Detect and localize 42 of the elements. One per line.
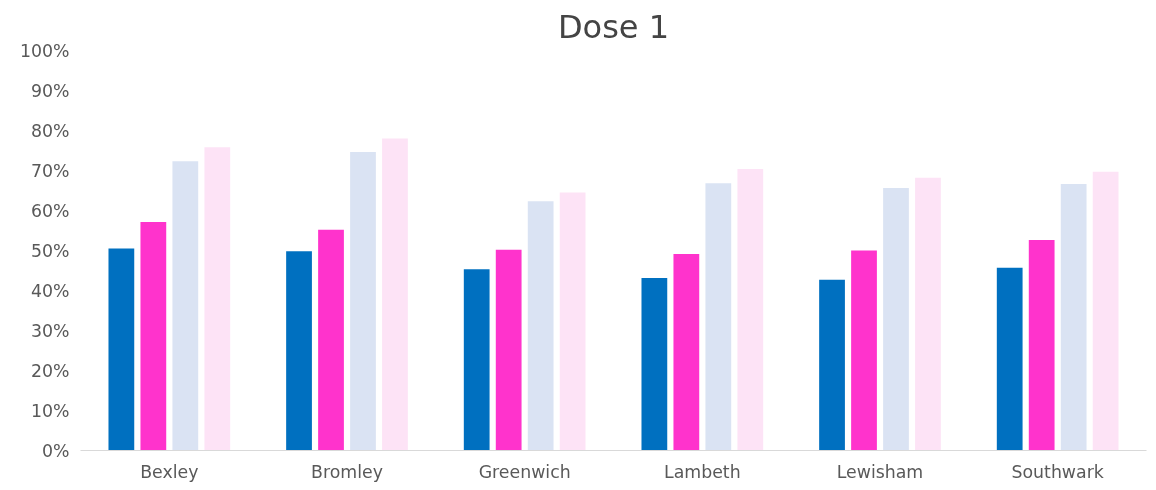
bar <box>705 183 732 451</box>
y-tick-label: 40% <box>30 280 70 301</box>
y-tick-label: 70% <box>30 160 70 181</box>
bar <box>172 161 199 451</box>
bar <box>350 152 376 451</box>
bar <box>737 168 764 451</box>
bar <box>318 229 344 451</box>
x-tick-label: Bromley <box>311 461 383 482</box>
x-tick-label: Greenwich <box>478 461 571 482</box>
x-tick-label: Lewisham <box>836 461 924 482</box>
bar <box>1092 171 1119 451</box>
bar <box>204 147 231 451</box>
bar <box>819 279 845 451</box>
y-tick-label: 100% <box>19 40 70 61</box>
bar <box>641 278 668 451</box>
chart-title: Dose 1 <box>557 7 670 46</box>
bar <box>559 192 586 451</box>
x-tick-label: Lambeth <box>664 461 741 482</box>
bar <box>108 248 135 451</box>
bar <box>495 249 522 451</box>
x-tick-label: Bexley <box>140 461 199 482</box>
y-tick-label: 80% <box>30 120 70 141</box>
bar <box>883 188 909 451</box>
bar <box>1028 240 1055 451</box>
bar <box>286 251 312 451</box>
bar <box>851 250 877 451</box>
y-tick-label: 20% <box>30 360 70 381</box>
x-tick-label: Southwark <box>1011 461 1104 482</box>
bar <box>140 222 167 451</box>
bar <box>382 138 408 451</box>
bar <box>527 201 554 451</box>
bar <box>1060 184 1087 451</box>
y-tick-label: 50% <box>30 240 70 261</box>
y-tick-label: 0% <box>42 440 70 461</box>
y-tick-label: 30% <box>30 320 70 341</box>
y-tick-label: 90% <box>30 80 70 101</box>
y-tick-label: 10% <box>30 400 70 421</box>
bar <box>463 269 490 451</box>
y-tick-label: 60% <box>30 200 70 221</box>
bar <box>673 254 700 451</box>
bar <box>915 177 941 451</box>
bar <box>996 267 1023 451</box>
